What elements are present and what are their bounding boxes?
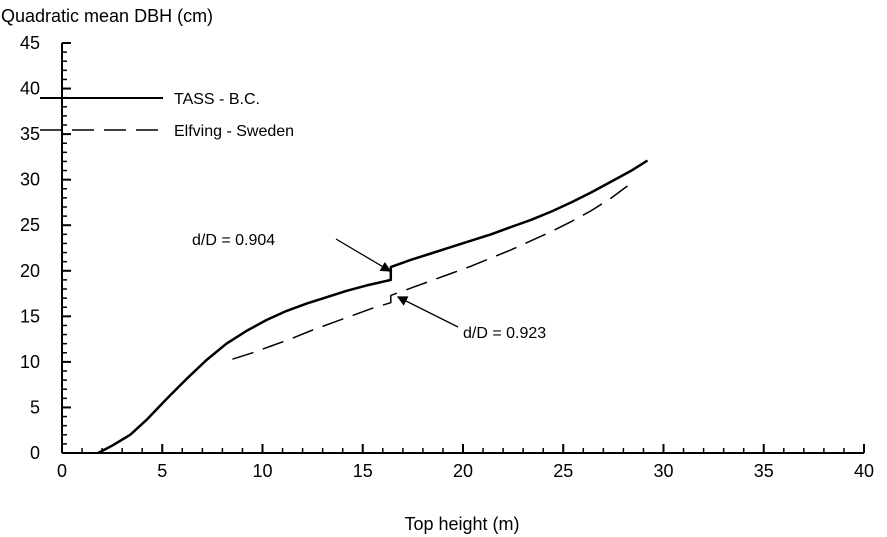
x-tick-label: 5 — [157, 461, 167, 481]
y-tick-label: 0 — [30, 443, 40, 463]
x-tick-label: 10 — [252, 461, 272, 481]
legend: TASS - B.C. Elfving - Sweden — [40, 91, 294, 140]
x-tick-label: 20 — [453, 461, 473, 481]
series-line-tass-bc — [97, 159, 649, 455]
x-tick-label: 25 — [553, 461, 573, 481]
y-tick-label: 35 — [20, 124, 40, 144]
y-tick-label: 20 — [20, 261, 40, 281]
annotation-arrow — [335, 238, 392, 272]
series-line-elfving-sweden — [232, 185, 628, 360]
x-axis-title: Top height (m) — [404, 514, 519, 534]
x-tick-label: 40 — [854, 461, 874, 481]
x-tick-label: 30 — [653, 461, 673, 481]
annotation-arrow — [396, 296, 459, 328]
annotations: d/D = 0.904 d/D = 0.923 — [192, 232, 546, 342]
legend-label-tass-bc: TASS - B.C. — [174, 91, 260, 108]
y-tick-label: 15 — [20, 306, 40, 326]
y-tick-label: 5 — [30, 397, 40, 417]
y-axis-title: Quadratic mean DBH (cm) — [1, 6, 213, 26]
x-tick-label: 15 — [353, 461, 373, 481]
y-tick-label: 40 — [20, 79, 40, 99]
tick-labels: 0 5 10 15 20 25 30 35 40 0 5 10 15 20 25 30 35 40 45 — [20, 33, 874, 481]
legend-label-elfving-sweden: Elfving - Sweden — [174, 123, 294, 140]
y-tick-label: 25 — [20, 215, 40, 235]
annotation-label: d/D = 0.923 — [463, 325, 546, 342]
x-tick-label: 0 — [57, 461, 67, 481]
y-tick-label: 30 — [20, 170, 40, 190]
y-tick-label: 10 — [20, 352, 40, 372]
annotation-label: d/D = 0.904 — [192, 232, 275, 249]
x-tick-label: 35 — [754, 461, 774, 481]
series-lines — [97, 159, 649, 455]
y-tick-label: 45 — [20, 33, 40, 53]
